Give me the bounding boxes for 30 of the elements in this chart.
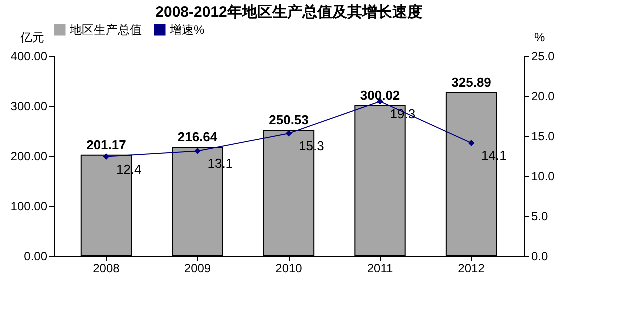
x-tick-label: 2010: [276, 262, 303, 276]
point: [286, 130, 292, 137]
y2-tick-label: 0.0: [532, 250, 549, 264]
data-label: 325.89: [452, 75, 492, 90]
point: [194, 148, 201, 154]
y-tick-label: 400.00: [10, 50, 48, 64]
y2-tick-label: 25.0: [532, 50, 556, 64]
point: [103, 154, 110, 160]
x-tick-label: 2009: [184, 262, 212, 276]
legend-label: 增速%: [169, 23, 205, 37]
x-tick-label: 2011: [367, 262, 394, 276]
data-label: 201.17: [86, 137, 126, 152]
x-tick-label: 2012: [458, 262, 486, 276]
y2-tick-label: 10.0: [532, 170, 556, 184]
data-label: 300.02: [360, 88, 400, 103]
y2-tick-label: 15.0: [532, 130, 556, 144]
y-tick-label: 100.00: [10, 200, 48, 214]
data-label: 250.53: [269, 112, 309, 128]
y-tick-label: 200.00: [10, 150, 48, 164]
y2-tick-label: 5.0: [532, 210, 549, 224]
y2-tick-label: 20.0: [532, 90, 556, 104]
point: [468, 140, 475, 146]
y-axis-title: 亿元: [20, 30, 44, 44]
y-tick-label: 300.00: [10, 100, 48, 114]
chart-title: 2008-2012年地区生产总值及其增长速度: [156, 3, 422, 21]
y-tick-label: 0.00: [24, 250, 48, 264]
x-tick-label: 2008: [93, 262, 120, 276]
legend-label: 地区生产总值: [69, 23, 142, 37]
data-label: 216.64: [178, 130, 218, 145]
y2-axis-title: %: [534, 30, 546, 44]
